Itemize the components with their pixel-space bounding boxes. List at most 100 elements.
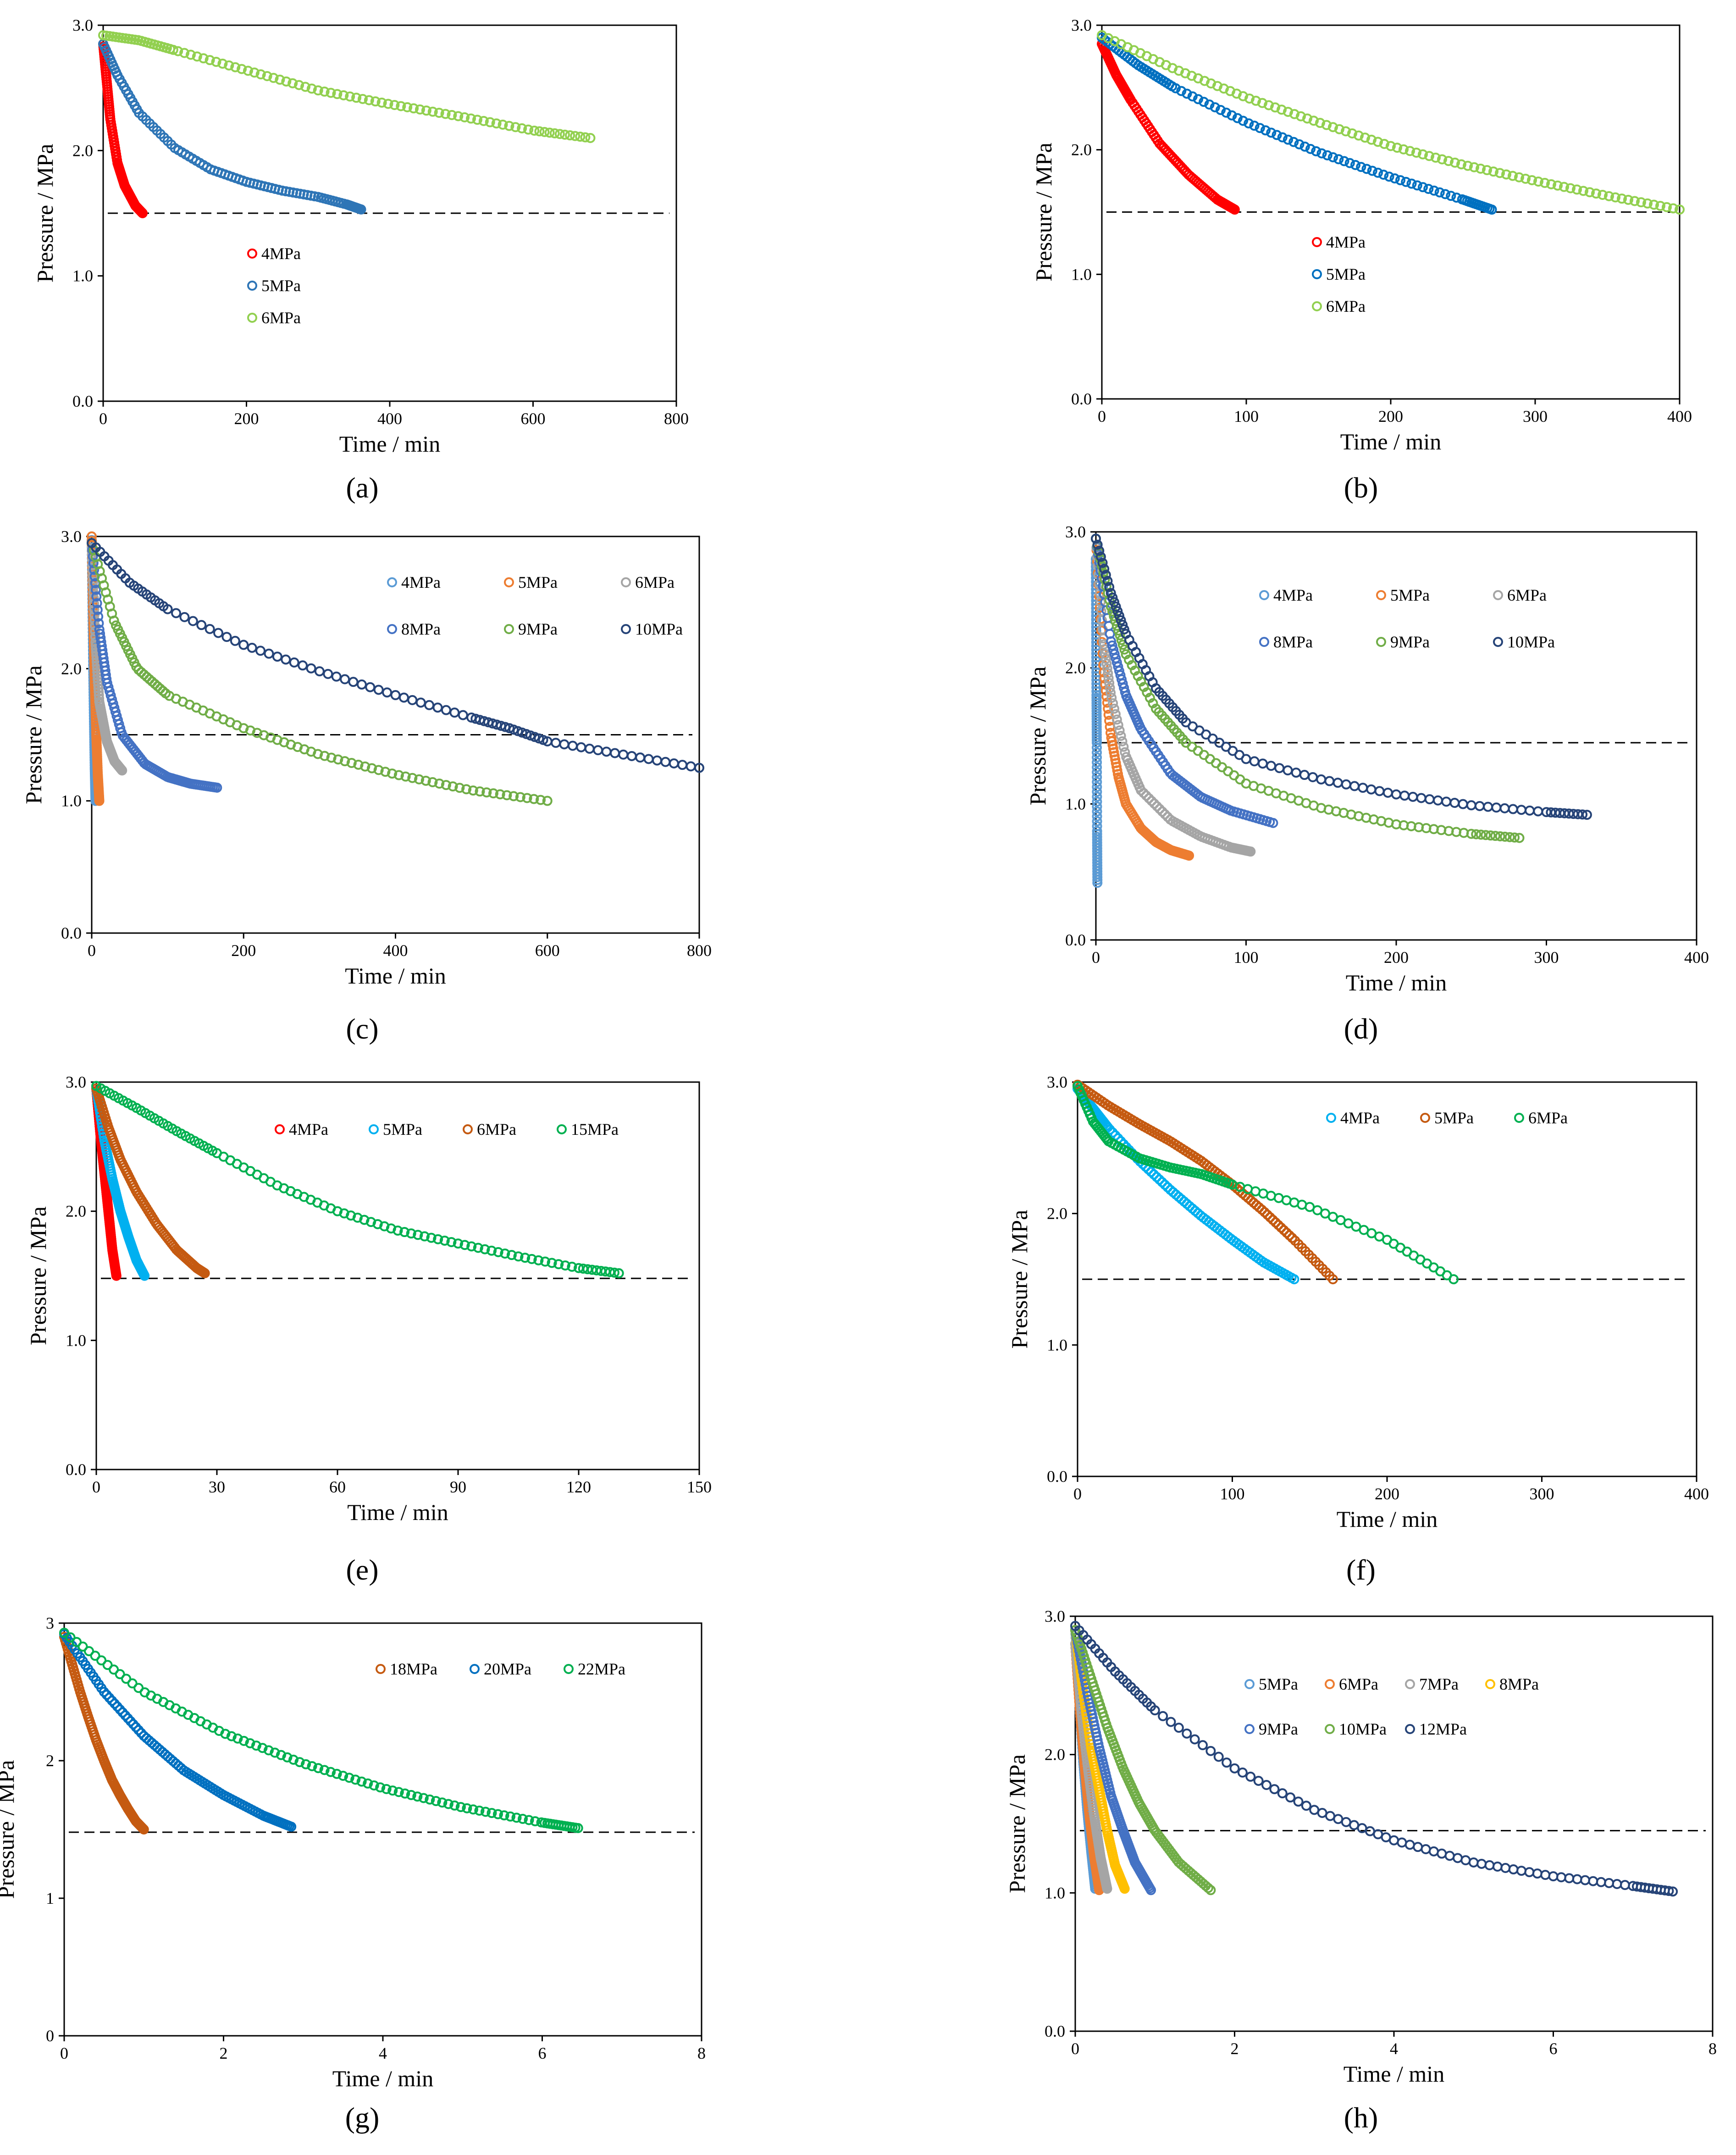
data-point xyxy=(1277,1788,1288,1799)
data-point xyxy=(1662,202,1672,212)
data-point xyxy=(96,1655,107,1666)
data-point xyxy=(1358,783,1368,793)
chart-panel-g: 0 2 4 6 8 0 1 2 3 Time / min Pressure / MPa 18MPa 20… xyxy=(0,1614,706,2134)
data-point xyxy=(1309,116,1319,126)
legend-marker xyxy=(557,1124,567,1134)
data-point xyxy=(93,683,104,694)
data-point xyxy=(1102,1884,1112,1894)
data-point xyxy=(1245,846,1256,857)
data-point xyxy=(281,76,292,87)
data-point xyxy=(1092,796,1102,807)
data-point xyxy=(192,51,202,62)
data-point xyxy=(1577,809,1588,820)
x-tick-label: 0 xyxy=(60,2044,68,2062)
y-tick-label: 3 xyxy=(46,1614,54,1632)
x-tick-label: 6 xyxy=(1549,2039,1558,2058)
legend: 4MPa 5MPa 6MPa xyxy=(1312,233,1366,315)
data-point xyxy=(407,773,418,783)
data-point xyxy=(402,102,413,112)
y-tick-label: 3.0 xyxy=(1065,523,1086,541)
data-point xyxy=(93,677,103,687)
data-point xyxy=(534,126,545,137)
data-point xyxy=(1119,1884,1130,1894)
legend-marker xyxy=(463,1124,473,1134)
data-point xyxy=(356,204,366,215)
series-5MPa xyxy=(1073,1079,1338,1284)
data-point xyxy=(375,1782,386,1793)
data-point xyxy=(1118,741,1129,752)
data-point xyxy=(473,1243,483,1253)
data-point xyxy=(506,1250,517,1260)
panel-caption: (d) xyxy=(1344,1012,1378,1045)
data-point xyxy=(1205,1885,1216,1895)
data-point xyxy=(313,85,323,96)
data-point xyxy=(1533,806,1543,817)
series-5MPa xyxy=(91,1083,150,1281)
data-point xyxy=(1664,1886,1674,1896)
data-point xyxy=(1229,1763,1240,1774)
data-point xyxy=(1508,1864,1519,1875)
data-point xyxy=(360,761,370,772)
legend-label: 18MPa xyxy=(390,1660,437,1678)
data-point xyxy=(211,56,221,67)
legend-marker xyxy=(247,249,257,259)
x-tick-label: 200 xyxy=(1384,948,1409,967)
data-point xyxy=(1092,811,1102,822)
series-10MPa xyxy=(1091,533,1592,820)
data-point xyxy=(1374,786,1385,796)
data-point xyxy=(1491,802,1502,813)
legend-label: 6MPa xyxy=(261,309,301,327)
data-point xyxy=(263,1745,274,1756)
data-point xyxy=(529,125,540,136)
data-point xyxy=(520,1253,531,1263)
legend-label: 6MPa xyxy=(1326,297,1366,315)
data-point xyxy=(238,1735,249,1746)
data-point xyxy=(1302,113,1312,124)
y-axis-label: Pressure / MPa xyxy=(1004,1754,1030,1893)
data-point xyxy=(415,104,425,115)
legend-label: 15MPa xyxy=(571,1120,619,1138)
data-point xyxy=(1294,139,1305,149)
data-point xyxy=(286,1822,297,1832)
data-point xyxy=(1285,1792,1296,1803)
data-point xyxy=(1401,177,1411,187)
data-point xyxy=(1395,175,1405,185)
series-4MPa xyxy=(1097,39,1240,215)
data-point xyxy=(1328,122,1338,133)
data-point xyxy=(1100,649,1111,659)
data-point xyxy=(1270,102,1280,113)
data-point xyxy=(1257,98,1267,108)
data-point xyxy=(1361,164,1372,174)
data-point xyxy=(1349,781,1360,791)
data-point xyxy=(1441,796,1452,807)
series-6MPa xyxy=(98,30,596,143)
series-6MPa xyxy=(1073,1081,1459,1284)
data-point xyxy=(1092,782,1102,792)
data-point xyxy=(1386,141,1396,151)
data-point xyxy=(1222,1757,1232,1768)
data-point xyxy=(499,1810,509,1821)
x-tick-label: 8 xyxy=(697,2044,706,2062)
data-point xyxy=(1490,831,1501,841)
data-point xyxy=(1221,107,1232,118)
data-point xyxy=(205,55,215,66)
data-point xyxy=(1117,736,1128,746)
data-point xyxy=(424,700,435,710)
y-tick-label: 3.0 xyxy=(72,16,93,34)
data-point xyxy=(529,794,539,804)
data-point xyxy=(609,1267,619,1278)
data-point xyxy=(669,758,679,768)
data-point xyxy=(1527,175,1537,186)
data-point xyxy=(1091,533,1101,544)
data-point xyxy=(387,768,398,779)
data-point xyxy=(168,44,178,55)
data-point xyxy=(1139,788,1149,798)
data-point xyxy=(1103,703,1113,714)
data-point xyxy=(94,796,105,806)
data-point xyxy=(576,742,586,752)
y-tick-label: 1.0 xyxy=(1065,795,1086,813)
data-point xyxy=(1103,673,1114,684)
x-tick-label: 2 xyxy=(220,2044,228,2062)
data-point xyxy=(1251,95,1261,106)
data-point xyxy=(1105,683,1115,693)
